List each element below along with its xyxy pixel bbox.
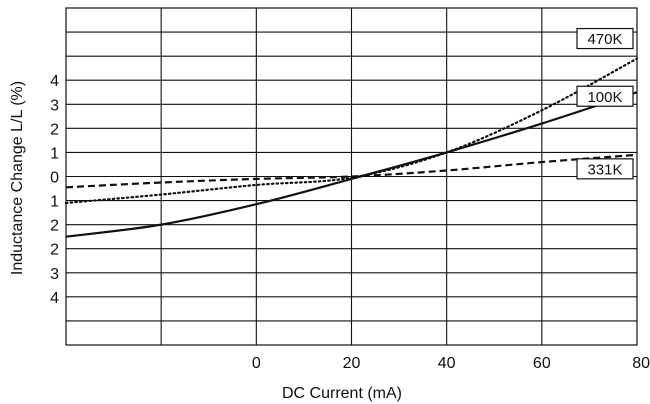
x-tick-labels: 0 20 40 60 80 [252,355,650,372]
y-tick-label: 2 [50,242,59,259]
series-label-box [576,85,634,107]
y-tick-label: 1 [50,194,59,211]
series-line-470k [64,57,639,205]
x-tick-label: 80 [632,355,650,372]
series-label-box [576,27,634,50]
y-tick-label: 2 [50,218,59,235]
series-label-100k: 100K [576,85,634,107]
y-tick-labels: 4 3 2 1 0 1 2 2 3 4 [50,73,59,307]
y-tick-label: 4 [50,290,59,307]
series-line-331k [65,153,638,189]
x-tick-label: 0 [252,355,261,372]
y-tick-label: 4 [50,73,59,90]
x-tick-label: 60 [533,355,551,372]
x-tick-label: 40 [438,355,456,372]
series-label-box [576,158,634,180]
x-tick-label: 20 [343,355,361,372]
y-tick-label: 3 [50,266,59,283]
x-axis-label: DC Current (mA) [282,385,402,402]
y-tick-label: 0 [50,170,59,187]
y-tick-label: 1 [50,145,59,162]
series-label-text: 470K [587,31,622,48]
series-label-470k: 470K [576,27,634,50]
y-axis-label: Inductance Change L/L (%) [9,81,26,275]
y-tick-label: 3 [50,97,59,114]
series-line-100k [65,91,638,238]
series-lines [64,57,639,238]
y-tick-label: 2 [50,121,59,138]
series-label-text: 331K [587,161,622,178]
series-label-331k: 331K [576,158,634,180]
series-label-text: 100K [587,89,622,106]
series-labels: 470K 100K 331K [576,27,634,180]
